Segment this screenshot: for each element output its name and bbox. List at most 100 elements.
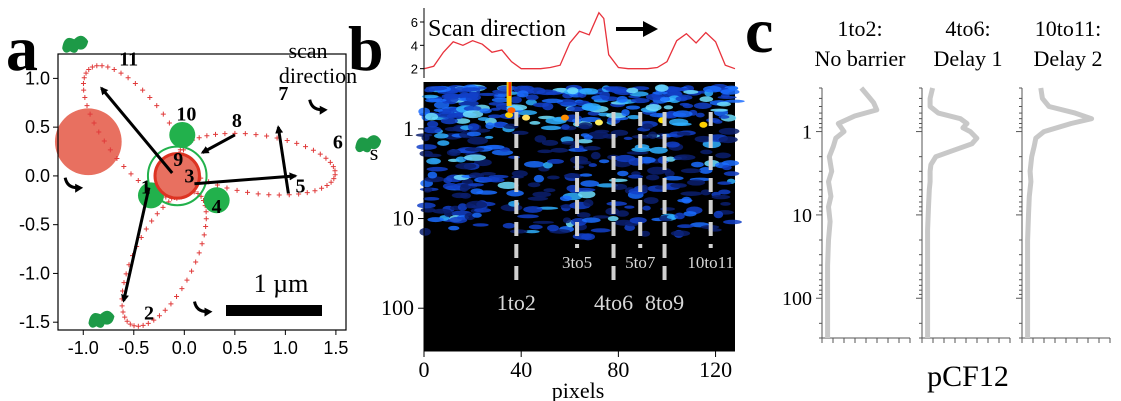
heatmap-blob [468,183,484,187]
heatmap-blob [566,106,585,112]
heatmap-hotspot [507,107,516,114]
heatmap-blob [416,144,437,150]
trace-marker [330,164,336,170]
heatmap-blob [494,121,506,128]
point-label-8: 8 [232,110,242,132]
heatmap-blob [720,89,740,95]
heatmap-blob [687,179,706,186]
trace-marker [213,131,219,137]
trace-marker [323,155,329,161]
panel-c-xlabel: pCF12 [927,360,1009,393]
heatmap-blob [444,209,453,218]
trace-marker [253,132,259,138]
heatmap-hotspot [505,111,514,118]
trace-marker [242,131,248,137]
panel-b-title: Scan direction [428,16,566,42]
trace-marker [122,314,128,320]
heatmap-blob [469,172,483,179]
trajectory-arrow [194,172,298,186]
trace-tick-label: 6 [411,15,418,30]
x-tick-label: 0.0 [172,338,197,358]
panel-c-profiles: 1to2: No barrier 4to6: Delay 1 10to11: D… [782,16,1111,393]
heatmap-blob [422,187,433,193]
trace-marker [128,171,134,177]
scale-bar-label: 1 µm [254,269,309,298]
heatmap-blob [670,230,691,237]
heatmap-blob [614,154,636,163]
heatmap-blob [691,161,704,168]
leaf-shape [62,35,89,53]
heatmap-blob [440,117,458,125]
heatmap-hotspot [699,121,708,128]
heatmap-blob [683,211,697,217]
trace-marker [332,168,338,174]
heatmap-blob [579,173,593,177]
heatmap-blob [476,190,498,195]
heatmap-blob [590,228,611,233]
scale-bar [226,305,322,316]
y-tick-label: 10 [392,206,414,231]
heatmap-blob [675,96,688,102]
heatmap-blob [617,170,629,177]
heatmap-blob [488,114,502,119]
trace-marker [121,164,127,170]
trace-marker [114,155,120,161]
trajectory-arrow [275,125,290,194]
series-1-title-line2: No barrier [814,46,906,71]
heatmap-blob [541,98,564,104]
heatmap-blob [491,97,511,103]
heatmap-blob [485,122,495,130]
profile-curve-3 [1025,87,1095,338]
heatmap-blob [428,98,447,103]
heatmap-blob [646,174,660,181]
x-tick-label: 0.5 [222,338,247,358]
heatmap-blob [567,87,579,95]
heatmap-blob [674,212,685,220]
dashed-label-4to6: 4to6 [594,290,633,315]
heatmap-blob [463,105,482,112]
trace-marker [160,111,166,117]
trace-marker [201,232,207,238]
dashed-label-3to5: 3to5 [562,253,592,272]
point-label-5: 5 [296,175,306,197]
heatmap-blob [455,162,477,170]
trace-marker [138,235,144,241]
profile-plot-2 [916,87,1011,343]
heatmap-blob [718,189,731,195]
trace-marker [264,133,270,139]
trace-marker [96,129,102,135]
heatmap-blob [718,136,738,144]
trace-marker [145,320,151,326]
heatmap-blob [643,197,659,205]
heatmap-blob [722,164,732,171]
heatmap-blob [527,196,549,201]
heatmap-blob [647,166,668,175]
leaf-icon [88,310,115,328]
x-tick-label: -0.5 [118,338,149,358]
trace-marker [105,64,111,70]
heatmap-blob [627,174,644,179]
y-tick-label: -1.5 [19,312,50,332]
heatmap-blob [672,110,693,118]
heatmap-blob [543,188,556,193]
dashed-label-8to9: 8to9 [645,290,684,315]
heatmap-blob [527,182,541,188]
heatmap-blob [477,92,499,96]
heatmap-blob [594,129,610,134]
heatmap-blob [480,172,496,176]
heatmap-blob [669,118,689,126]
panel-letter-b: b [348,13,384,84]
heatmap-blob [665,141,680,148]
heatmap-blob [426,158,441,165]
trace-marker [234,187,240,193]
heatmap-blob [448,225,460,231]
heatmap-blob [467,123,480,131]
heatmap-blob [511,170,528,177]
heatmap-blob [525,94,539,101]
heatmap-blob [626,151,649,155]
heatmap-blob [419,150,433,157]
heatmap-blob [474,207,492,213]
trace-marker [160,204,166,210]
profile-y-tick-label: 10 [792,205,812,227]
heatmap-blob [642,205,651,211]
